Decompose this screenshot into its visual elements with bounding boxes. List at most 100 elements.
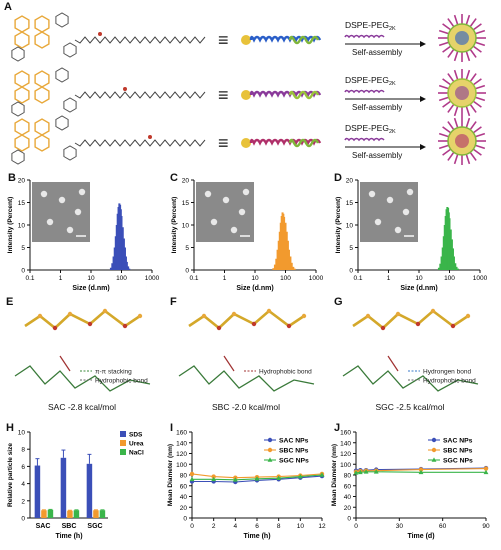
histogram-bar: [122, 238, 125, 270]
panel-label-g: G: [334, 296, 343, 308]
x-tick-label: 10: [251, 275, 259, 282]
peg-strand: [465, 50, 471, 62]
y-tick-label: 160: [176, 430, 187, 437]
peg-strand: [442, 99, 452, 108]
x-tick-label: 0: [354, 523, 358, 530]
phenyl-ring: [11, 101, 25, 117]
x-axis-title: Time (d): [407, 533, 434, 540]
peg-strand: [474, 84, 486, 90]
bar-nacl: [73, 510, 80, 518]
ligand-atom: [266, 308, 272, 314]
oxygen-atom: [123, 87, 127, 91]
histogram-bar: [112, 256, 115, 270]
sugar-ring: [14, 134, 30, 152]
ligand-atom: [122, 323, 128, 329]
peg-strand: [442, 44, 452, 53]
ligand-atom: [201, 313, 207, 319]
ligand-atom: [251, 321, 257, 327]
sugar-ring: [14, 31, 30, 49]
y-tick-label: 120: [340, 451, 351, 458]
panel-a-row-1: ≡ DSPE-PEG2K Self-assembly: [11, 12, 486, 62]
nanoparticle-spot: [78, 188, 86, 196]
legend-marker: [431, 457, 437, 462]
peg-strand: [465, 153, 471, 165]
peg-strand: [474, 132, 486, 138]
process-label: Self-assembly: [352, 103, 402, 112]
legend-label: Hydrongen bond: [423, 369, 471, 376]
legend-label: NaCl: [129, 450, 144, 457]
peg-strand: [453, 153, 459, 165]
peg-strand: [468, 121, 477, 131]
oxygen-atom: [148, 135, 152, 139]
y-axis-title: Intensity (Percent): [171, 197, 178, 254]
bar-nacl: [99, 510, 106, 518]
peg-strand: [472, 78, 482, 87]
y-tick-label: 40: [180, 494, 188, 501]
histogram-bar: [289, 256, 292, 270]
interaction-arrow: [387, 355, 399, 372]
oxygen-atom: [98, 32, 102, 36]
reagent-label: DSPE-PEG2K: [345, 20, 396, 32]
phenyl-ring: [55, 67, 69, 83]
legend-label: Hydrophobic bond: [423, 378, 476, 385]
legend-label: SGC NPs: [443, 458, 473, 465]
peg-strand: [453, 14, 459, 26]
nanoparticle-spot: [46, 218, 54, 226]
data-point: [211, 474, 216, 479]
data-point: [276, 475, 282, 481]
phenyl-ring: [11, 46, 25, 62]
nanoparticle-spot: [40, 190, 48, 198]
docking-figures: π-π stacking Hydrophobic bond SAC -2.8 kca…: [14, 308, 479, 412]
x-tick-label: 100: [116, 275, 127, 282]
dls-chart-b: 0 5 10 15 20 0.1 1 10 100 1000 Size (d.nm) Intensit…: [7, 178, 160, 293]
x-tick-label: 4: [234, 523, 238, 530]
sugar-ring: [34, 86, 50, 104]
nanoparticle-inner: [455, 31, 469, 45]
head-group: [241, 90, 251, 100]
histogram-bar: [125, 261, 128, 270]
y-tick-label: 15: [346, 200, 354, 207]
peg-wave: [344, 89, 385, 94]
histogram-bar: [455, 266, 458, 270]
sugar-ring: [14, 118, 30, 136]
histogram-bar: [121, 227, 124, 270]
ligand-atom: [286, 323, 292, 329]
peg-strand: [465, 69, 471, 81]
y-tick-label: 120: [176, 451, 187, 458]
data-point: [373, 469, 379, 474]
panel-label-e: E: [6, 296, 14, 308]
y-tick-label: 5: [21, 245, 25, 252]
y-tick-label: 10: [182, 223, 190, 230]
nanoparticle-spot: [230, 226, 238, 234]
docking-f: Hydrophobic bond SBC -2.0 kcal/mol: [178, 308, 315, 412]
y-tick-label: 80: [344, 473, 352, 480]
molecule-structure: [11, 115, 206, 165]
panel-label-b: B: [8, 172, 16, 184]
tail-wave: [288, 35, 320, 45]
nanoparticle-inner: [455, 86, 469, 100]
chart-h: 0 2 4 6 8 10 Relative particle size SAC SBC SGC Ti…: [7, 430, 144, 541]
nanoparticle-spot: [204, 190, 212, 198]
x-tick-label: 10: [87, 275, 95, 282]
histogram-bar: [283, 216, 286, 270]
data-point: [297, 474, 303, 479]
ligand-backbone: [188, 309, 305, 330]
sugar-ring: [34, 70, 50, 88]
process-label: Self-assembly: [352, 48, 402, 57]
peg-strand: [472, 99, 482, 108]
peg-strand: [438, 41, 450, 47]
x-axis-title: Size (d.nm): [236, 285, 273, 292]
legend-label: π-π stacking: [95, 369, 132, 376]
ligand-atom: [37, 313, 43, 319]
x-tick-label: 6: [255, 523, 259, 530]
legend-label: Hydrophobic bond: [95, 378, 148, 385]
data-point: [418, 467, 424, 472]
peg-strand: [465, 117, 471, 129]
peg-strand: [453, 69, 459, 81]
peg-strand: [442, 78, 452, 87]
peg-strand: [447, 151, 456, 161]
x-tick-label: 0.1: [353, 275, 362, 282]
panel-label-c: C: [170, 172, 178, 184]
y-axis-title: Intensity (Percent): [335, 197, 342, 254]
